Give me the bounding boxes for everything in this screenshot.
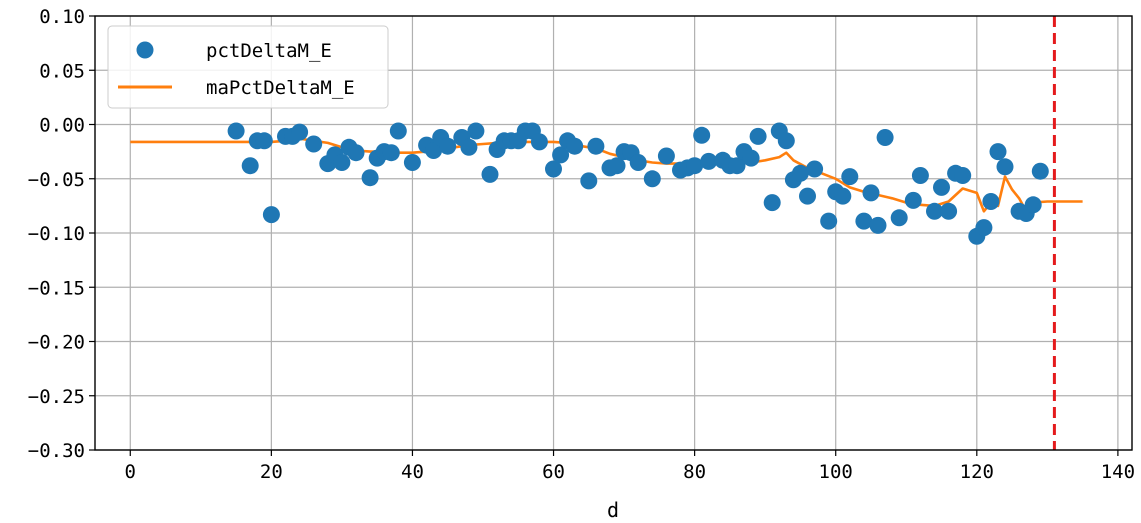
x-tick-label: 20: [260, 461, 283, 483]
data-point: [382, 144, 400, 162]
data-point: [643, 170, 661, 188]
x-axis-label: d: [607, 498, 619, 522]
data-point: [552, 146, 570, 164]
data-point: [403, 154, 421, 171]
data-point: [996, 158, 1014, 176]
data-point: [255, 132, 273, 150]
data-point: [530, 133, 548, 151]
data-point: [940, 202, 958, 220]
data-point: [389, 122, 407, 140]
y-tick-label: −0.15: [28, 277, 85, 299]
data-point: [1031, 162, 1049, 180]
data-point: [566, 137, 584, 155]
data-point: [728, 157, 746, 175]
data-point: [686, 157, 704, 175]
data-point: [763, 194, 781, 212]
y-tick-label: −0.30: [28, 440, 85, 462]
data-point: [460, 138, 478, 156]
legend: pctDeltaM_E maPctDeltaM_E: [107, 25, 389, 109]
legend-label-mapctdeltam-e: maPctDeltaM_E: [206, 77, 355, 99]
data-point: [629, 154, 647, 171]
legend-label-pctdeltam-e: pctDeltaM_E: [206, 40, 332, 62]
data-point: [693, 126, 711, 144]
data-point: [347, 144, 365, 162]
y-tick-label: 0.00: [39, 115, 85, 137]
data-point: [855, 212, 873, 230]
x-tick-label: 120: [960, 461, 994, 483]
data-point: [361, 169, 379, 187]
data-point: [791, 164, 809, 182]
x-tick-label: 140: [1101, 461, 1135, 483]
data-point: [241, 157, 259, 175]
data-point: [742, 149, 760, 167]
x-axis-ticks: 0 20 40 60 80 100 120 140: [125, 450, 1135, 483]
data-point: [481, 165, 499, 183]
y-tick-label: 0.10: [39, 6, 85, 28]
data-point: [305, 135, 323, 153]
data-point: [904, 191, 922, 209]
data-point: [820, 212, 838, 230]
data-point: [587, 137, 605, 155]
y-tick-label: −0.05: [28, 169, 85, 191]
x-tick-label: 80: [683, 461, 706, 483]
data-point: [933, 178, 950, 196]
data-point: [841, 168, 859, 186]
data-point: [545, 160, 562, 178]
data-point: [975, 219, 993, 237]
x-tick-label: 0: [125, 461, 136, 483]
data-point: [439, 137, 457, 155]
data-point: [657, 147, 675, 165]
data-point: [954, 167, 972, 184]
data-point: [1024, 196, 1042, 214]
x-tick-label: 60: [542, 461, 565, 483]
data-point: [911, 167, 929, 184]
y-tick-label: −0.25: [28, 386, 85, 408]
data-point: [291, 123, 309, 141]
data-point: [926, 202, 943, 220]
data-point: [262, 206, 280, 224]
data-point: [890, 209, 908, 227]
data-point: [834, 187, 852, 205]
y-tick-label: 0.05: [39, 60, 85, 82]
y-tick-label: −0.20: [28, 332, 85, 354]
data-point: [580, 172, 598, 190]
x-tick-label: 100: [819, 461, 853, 483]
data-point: [700, 152, 718, 170]
data-point: [869, 216, 887, 234]
legend-box: [107, 25, 389, 109]
data-point: [227, 122, 245, 140]
legend-marker-pctdeltam-e: [136, 41, 154, 59]
data-point: [777, 132, 795, 150]
y-tick-label: −0.10: [28, 223, 85, 245]
x-tick-label: 40: [401, 461, 424, 483]
data-point: [749, 127, 767, 145]
data-point: [982, 193, 1000, 210]
data-point: [799, 187, 816, 205]
data-point: [333, 154, 351, 171]
data-point: [608, 157, 626, 175]
scatter-points-layer: [227, 122, 1049, 245]
data-point: [862, 184, 880, 202]
data-point: [876, 129, 894, 146]
data-point: [989, 143, 1007, 161]
data-point: [806, 160, 824, 178]
data-point: [467, 122, 485, 140]
data-point: [425, 142, 443, 159]
y-axis-ticks: 0.10 0.05 0.00 −0.05 −0.10 −0.15 −0.20 −0.25 −0.…: [28, 6, 95, 462]
